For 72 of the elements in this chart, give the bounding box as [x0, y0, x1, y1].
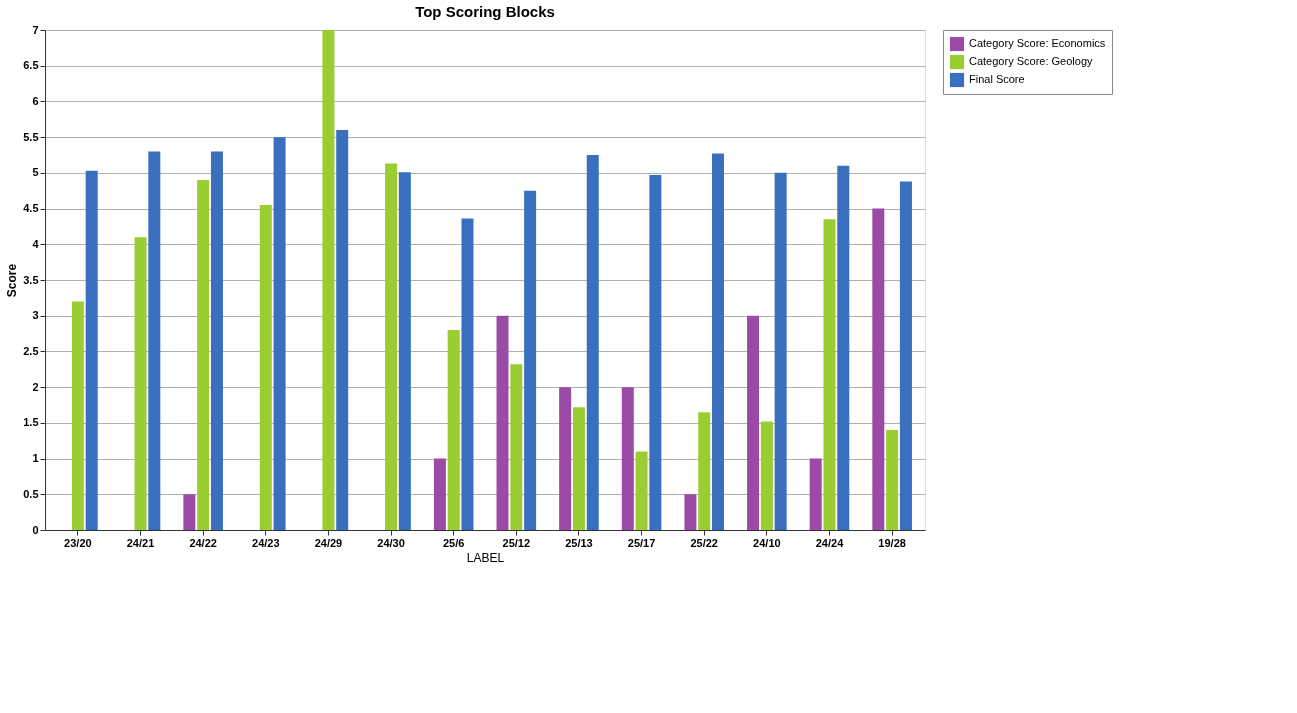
y-tick-label: 4.5 [23, 202, 39, 215]
y-tick-label: 6 [32, 94, 39, 107]
y-tick-label: 1.5 [23, 416, 39, 429]
bar [899, 181, 912, 530]
bar [148, 151, 161, 530]
y-tick-label: 5.5 [23, 130, 39, 143]
bar [447, 330, 460, 530]
x-tick-label: 25/22 [690, 536, 718, 549]
x-tick-label: 24/21 [126, 536, 155, 549]
y-axis-title: Score [5, 263, 20, 298]
x-tick-label: 24/10 [753, 536, 781, 549]
y-tick-label: 3 [32, 309, 39, 322]
bar [433, 458, 446, 530]
bar [635, 451, 648, 530]
bar [336, 130, 349, 530]
bar [649, 175, 662, 530]
bar [510, 364, 523, 530]
y-tick-label: 0 [32, 523, 39, 536]
y-tick-label: 1 [32, 452, 39, 465]
bar [259, 205, 272, 530]
bar [774, 172, 787, 530]
legend-label: Category Score: Geology [969, 55, 1094, 67]
bar [210, 151, 223, 530]
bar [886, 430, 899, 530]
x-tick-label: 24/30 [377, 536, 405, 549]
y-tick-label: 4 [32, 237, 40, 250]
x-tick-label: 19/28 [878, 536, 906, 549]
bar [747, 315, 760, 530]
x-tick-label: 23/20 [64, 536, 92, 549]
y-tick-label: 2.5 [23, 344, 39, 357]
bar [809, 458, 822, 530]
bar [85, 170, 98, 530]
x-axis-title: LABEL [466, 550, 505, 565]
bar [71, 301, 84, 530]
y-tick-label: 3.5 [23, 273, 39, 286]
x-tick-label: 25/12 [502, 536, 531, 549]
bar [398, 172, 411, 530]
x-tick-label: 24/22 [189, 536, 217, 549]
x-tick-label: 25/6 [442, 536, 465, 549]
y-tick-label: 0.5 [23, 487, 39, 500]
x-tick-label: 25/13 [565, 536, 593, 549]
bar [385, 163, 398, 530]
bar [273, 137, 286, 530]
x-tick-label: 25/17 [627, 536, 656, 549]
bar [621, 387, 634, 530]
bar [322, 30, 335, 530]
bar [837, 165, 850, 530]
bar [197, 180, 210, 530]
y-tick-label: 6.5 [23, 59, 39, 72]
y-tick-label: 7 [32, 23, 39, 36]
bar [183, 494, 196, 530]
y-tick-label: 2 [32, 380, 39, 393]
y-tick-label: 5 [32, 166, 39, 179]
bar [823, 219, 836, 530]
bar [872, 208, 885, 530]
bar [134, 237, 147, 530]
bar [559, 387, 572, 530]
chart-title: Top Scoring Blocks [415, 3, 555, 20]
x-tick-label: 24/23 [252, 536, 280, 549]
bar [712, 153, 725, 530]
bar [572, 407, 585, 530]
legend-label: Final Score [969, 73, 1025, 85]
bar [586, 155, 599, 530]
x-tick-label: 24/29 [314, 536, 343, 549]
bar [461, 218, 474, 530]
bar [684, 494, 697, 530]
bar [524, 190, 537, 530]
legend-label: Category Score: Economics [969, 37, 1106, 49]
bar [698, 412, 711, 530]
bar [760, 421, 773, 530]
bar [496, 315, 509, 530]
x-tick-label: 24/24 [815, 536, 845, 549]
